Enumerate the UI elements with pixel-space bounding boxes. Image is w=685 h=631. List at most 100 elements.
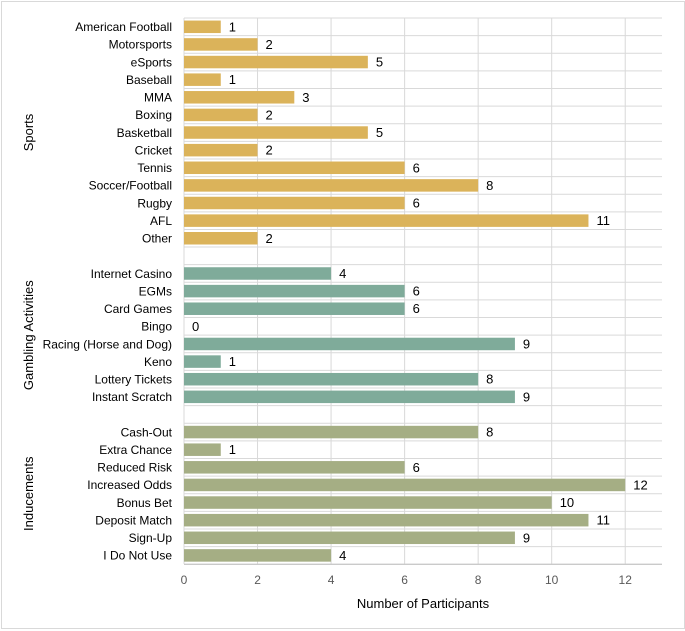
data-label: 4 <box>339 548 346 563</box>
category-label: Baseball <box>126 73 172 87</box>
data-label: 11 <box>596 513 610 528</box>
data-label: 8 <box>486 425 493 440</box>
bar <box>184 355 221 368</box>
x-tick-label: 6 <box>401 573 408 587</box>
data-label: 5 <box>376 125 383 140</box>
category-label: Bonus Bet <box>117 496 173 510</box>
bars <box>184 20 626 562</box>
category-label: Tennis <box>137 161 172 175</box>
x-tick-label: 0 <box>181 573 188 587</box>
category-label: Card Games <box>104 302 172 316</box>
data-label: 6 <box>413 460 420 475</box>
bar <box>184 55 368 69</box>
x-tick-label: 4 <box>328 573 335 587</box>
bar <box>184 143 258 157</box>
category-label: Racing (Horse and Dog) <box>43 337 172 351</box>
data-label: 6 <box>413 160 420 175</box>
bar <box>184 496 552 509</box>
group-label: Sports <box>21 113 36 151</box>
data-label: 1 <box>229 19 236 34</box>
category-label: Keno <box>144 355 172 369</box>
bar <box>184 38 258 51</box>
x-tick-label: 8 <box>475 573 482 587</box>
category-label: MMA <box>144 91 172 105</box>
bar <box>184 390 515 404</box>
category-label: Basketball <box>117 126 172 140</box>
category-label: Bingo <box>141 320 172 334</box>
category-labels: American Football Motorsports eSports Baseb… <box>43 20 173 563</box>
bar <box>184 372 479 386</box>
data-label: 1 <box>229 72 236 87</box>
bar <box>184 549 332 562</box>
category-label: Soccer/Football <box>89 179 172 193</box>
bar <box>184 337 515 351</box>
bar <box>184 478 626 492</box>
data-label: 2 <box>266 37 273 52</box>
grid-lines <box>183 17 662 565</box>
data-label: 11 <box>596 213 610 228</box>
category-label: Cricket <box>135 143 173 157</box>
category-label: Increased Odds <box>87 478 172 492</box>
data-label: 1 <box>229 354 236 369</box>
bar <box>184 73 221 86</box>
category-label: Cash-Out <box>121 425 173 439</box>
group-labels: Sports Gambling Activities Inducements <box>21 113 36 531</box>
category-label: Deposit Match <box>95 513 172 527</box>
bar <box>184 284 405 298</box>
category-label: Lottery Tickets <box>95 373 172 387</box>
category-label: AFL <box>150 214 172 228</box>
category-label: Rugby <box>137 196 172 210</box>
category-label: eSports <box>131 55 172 69</box>
group-label: Inducements <box>21 456 36 531</box>
data-label: 3 <box>302 90 309 105</box>
bar <box>184 513 589 527</box>
bar <box>184 531 515 545</box>
bar <box>184 179 479 192</box>
bar <box>184 108 258 122</box>
data-label: 6 <box>413 196 420 211</box>
bar <box>184 214 589 227</box>
bar <box>184 461 405 474</box>
data-label: 0 <box>192 319 199 334</box>
category-label: Internet Casino <box>91 267 173 281</box>
data-label: 2 <box>266 107 273 122</box>
data-label: 8 <box>486 178 493 193</box>
x-tick-labels: 0 2 4 6 8 10 12 <box>181 573 633 587</box>
data-label: 4 <box>339 266 346 281</box>
category-label: Motorsports <box>109 38 172 52</box>
bar <box>184 196 405 210</box>
data-label: 9 <box>523 530 530 545</box>
category-label: EGMs <box>139 284 172 298</box>
data-label: 2 <box>266 231 273 246</box>
category-label: Other <box>142 232 172 246</box>
data-label: 6 <box>413 284 420 299</box>
x-axis-title: Number of Participants <box>357 596 490 611</box>
x-tick-label: 10 <box>545 573 559 587</box>
data-label: 2 <box>266 143 273 158</box>
bar <box>184 302 405 315</box>
category-label: I Do Not Use <box>103 549 172 563</box>
group-label: Gambling Activities <box>21 280 36 390</box>
data-label: 9 <box>523 389 530 404</box>
category-label: Sign-Up <box>129 531 173 545</box>
category-label: Reduced Risk <box>97 461 173 475</box>
bar <box>184 161 405 175</box>
bar <box>184 443 221 456</box>
data-label: 5 <box>376 55 383 70</box>
bar <box>184 267 332 280</box>
data-label: 9 <box>523 336 530 351</box>
category-label: American Football <box>75 20 172 34</box>
category-label: Extra Chance <box>99 443 172 457</box>
bar <box>184 425 479 439</box>
x-tick-label: 12 <box>619 573 633 587</box>
data-label: 1 <box>229 442 236 457</box>
bar <box>184 20 221 34</box>
category-label: Boxing <box>135 108 172 122</box>
bar <box>184 91 295 104</box>
bar <box>184 232 258 245</box>
category-label: Instant Scratch <box>92 390 172 404</box>
x-tick-label: 2 <box>254 573 261 587</box>
